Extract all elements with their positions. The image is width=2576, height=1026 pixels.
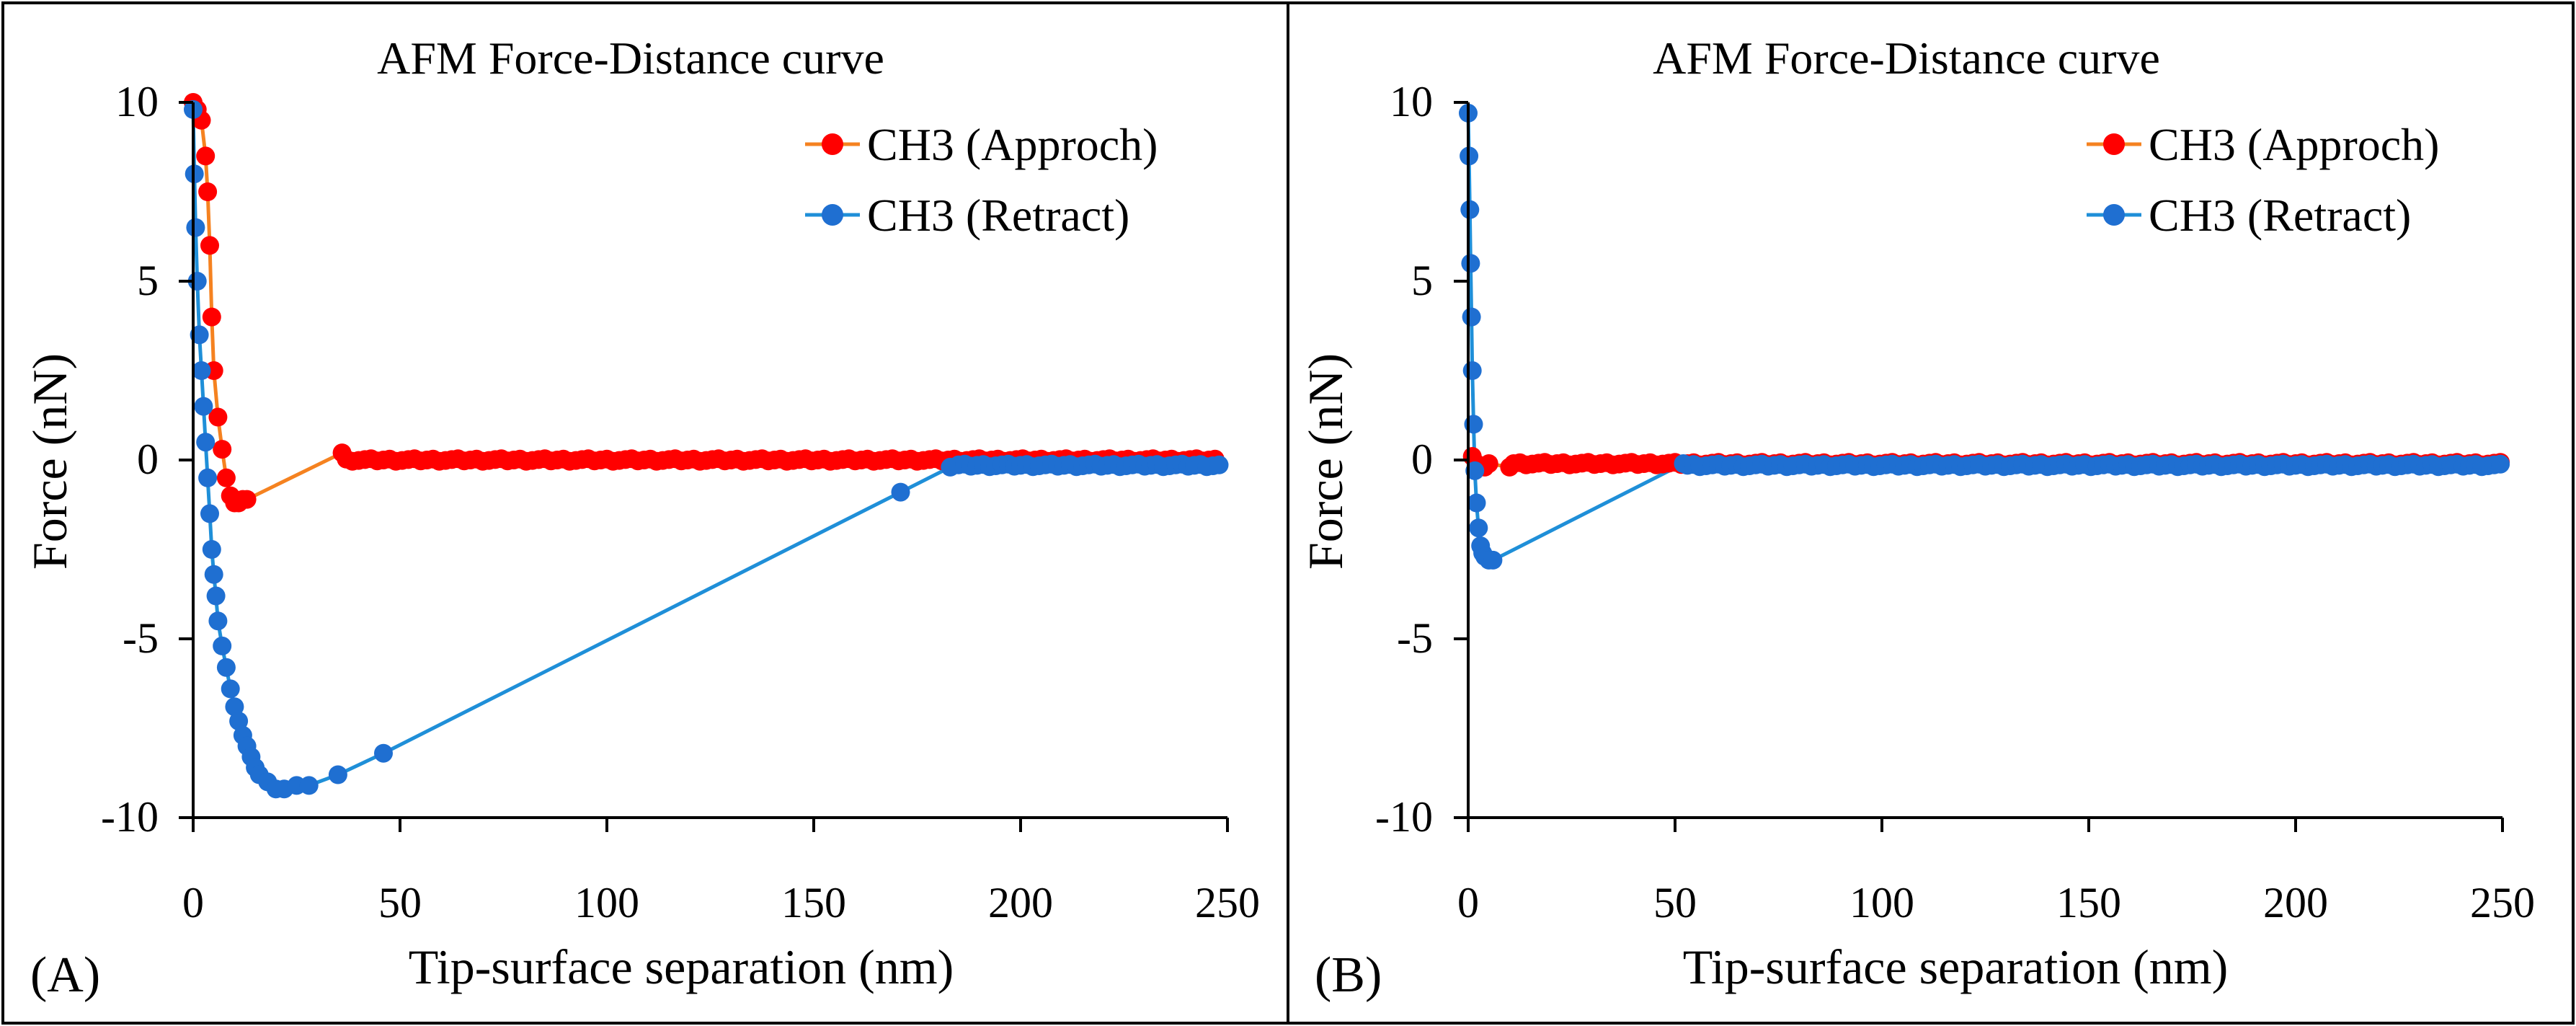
x-tick-label: 250 [2470,879,2535,927]
retract-data-point [204,565,223,584]
retract-data-point [1462,361,1482,380]
retract-data-point [196,433,216,452]
retract-data-point [1469,518,1488,538]
x-tick-label: 100 [1849,879,1914,927]
legend-label-approach: CH3 (Approch) [867,119,1158,170]
y-tick-label: 10 [1390,78,1433,125]
y-axis-label: Force (nN) [1298,353,1353,570]
y-tick-label: 5 [137,257,159,304]
retract-data-point [328,765,347,784]
legend-marker-retract [2103,204,2125,226]
series-lines [1466,112,2501,562]
approach-data-point [1479,454,1498,473]
retract-data-point [2491,454,2510,474]
retract-data-point [1461,254,1480,273]
axes-b [1454,101,2504,832]
panel-label: (A) [30,947,100,1003]
retract-data-point [299,776,319,795]
retract-data-point [1460,200,1480,219]
panel-a: AFM Force-Distance curve Force (nN) Tip-… [22,32,1260,1003]
retract-data-point [198,468,218,487]
approach-data-point [213,440,232,459]
approach-data-point [200,236,219,255]
legend: CH3 (Approch) CH3 (Retract) [805,119,1158,241]
retract-data-point [194,397,213,416]
x-tick-label: 0 [182,879,204,927]
retract-data-point [216,658,236,677]
series-markers [1459,103,2510,570]
retract-data-point [1209,455,1229,474]
x-ticks: 0 50 100 150 200 250 [1457,879,2535,927]
x-tick-label: 0 [1457,879,1479,927]
y-tick-label: -5 [1397,614,1433,662]
legend-label-retract: CH3 (Retract) [2149,190,2411,241]
retract-data-point [229,712,249,731]
chart-title: AFM Force-Distance curve [377,32,884,84]
legend: CH3 (Approch) CH3 (Retract) [2087,119,2439,241]
y-tick-label: 10 [115,78,159,125]
legend-label-approach: CH3 (Approch) [2149,119,2439,170]
retract-data-point [1483,550,1503,570]
y-tick-label: 0 [1411,435,1433,483]
retract-data-point [1467,493,1486,513]
y-axis-label: Force (nN) [22,353,77,570]
legend-marker-retract [822,204,843,226]
approach-data-point [208,407,228,427]
x-tick-label: 50 [378,879,422,927]
retract-data-point [186,218,205,237]
x-tick-label: 100 [574,879,639,927]
series-markers [184,93,1229,799]
x-ticks: 0 50 100 150 200 250 [182,879,1260,927]
retract-data-point [192,361,211,380]
x-axis-label: Tip-surface separation (nm) [1683,939,2229,994]
x-tick-label: 250 [1195,879,1260,927]
y-tick-label: 5 [1411,257,1433,304]
chart-title: AFM Force-Distance curve [1653,32,2160,84]
y-tick-label: 0 [137,435,159,483]
legend-label-retract: CH3 (Retract) [867,190,1129,241]
approach-data-point [196,146,216,166]
approach-data-point [198,182,218,201]
approach-data-point [216,468,236,487]
x-tick-label: 200 [2263,879,2328,927]
y-ticks: 10 5 0 -5 -10 [1375,78,1433,841]
panel-label: (B) [1315,947,1382,1003]
approach-data-point [202,307,221,327]
panel-b: AFM Force-Distance curve Force (nN) Tip-… [1298,32,2535,1003]
retract-data-point [221,679,240,699]
x-tick-label: 150 [2056,879,2121,927]
retract-data-point [374,743,393,763]
legend-marker-approach [822,133,843,155]
x-axis-label: Tip-surface separation (nm) [409,939,954,994]
retract-data-point [1462,307,1481,327]
y-tick-label: -5 [123,614,159,662]
retract-data-point [190,325,209,345]
retract-data-point [1465,461,1485,480]
retract-data-point [891,482,910,502]
y-tick-label: -10 [1375,793,1433,841]
axes-a [179,101,1229,832]
retract-data-point [206,586,226,606]
x-tick-label: 200 [988,879,1053,927]
y-ticks: 10 5 0 -5 -10 [101,78,159,841]
retract-data-point [200,504,219,523]
retract-series-line [1466,112,2501,562]
x-tick-label: 50 [1653,879,1697,927]
x-tick-label: 150 [781,879,846,927]
y-tick-label: -10 [101,793,159,841]
retract-data-point [202,540,221,559]
approach-data-point [237,490,257,509]
retract-data-point [213,636,232,655]
retract-data-point [208,611,228,631]
retract-data-point [225,697,244,717]
legend-marker-approach [2103,133,2125,155]
